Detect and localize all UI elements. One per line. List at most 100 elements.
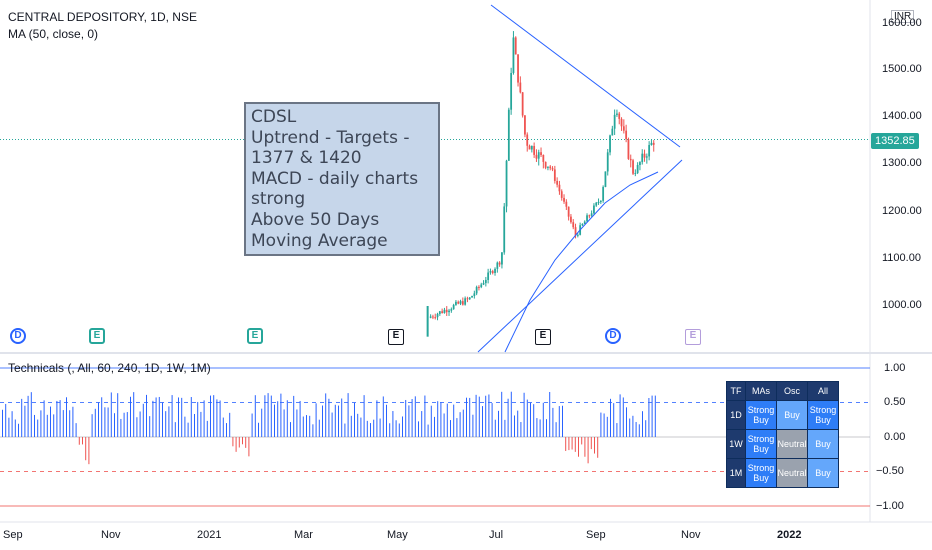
candle-body xyxy=(590,213,593,216)
technicals-bar xyxy=(552,407,554,437)
expiry-event-icon[interactable]: E xyxy=(388,329,404,345)
technicals-bar xyxy=(8,417,10,437)
technicals-bar xyxy=(590,437,592,450)
candle-body xyxy=(471,296,473,298)
technicals-bar xyxy=(398,423,400,437)
technicals-bar xyxy=(277,401,279,437)
technicals-bar xyxy=(642,411,643,437)
technicals-bar xyxy=(613,403,615,437)
technicals-bar xyxy=(107,407,109,437)
technicals-bar xyxy=(123,412,125,437)
technicals-bar xyxy=(149,416,151,437)
candle-body xyxy=(597,202,600,204)
technicals-summary-table: TF MAs Osc All 1D Strong Buy Buy Strong … xyxy=(726,381,839,488)
technicals-bar xyxy=(629,418,631,437)
annotation-note[interactable]: CDSL Uptrend - Targets - 1377 & 1420 MAC… xyxy=(244,102,440,256)
y-tick-label: 1600.00 xyxy=(882,17,922,29)
technicals-bar xyxy=(645,420,647,437)
candle-body xyxy=(533,146,536,155)
candle-body xyxy=(480,284,483,288)
technicals-bar xyxy=(94,408,96,437)
candle-body xyxy=(491,271,494,273)
technicals-bar xyxy=(235,437,237,452)
candle-body xyxy=(526,134,529,146)
candle-body xyxy=(576,234,579,236)
technicals-bar xyxy=(197,401,199,437)
technicals-bar xyxy=(30,392,32,437)
table-cell-osc: Neutral xyxy=(777,430,807,458)
earnings-event-icon[interactable]: E xyxy=(247,328,263,344)
table-header: Osc xyxy=(777,382,807,400)
technicals-bar xyxy=(258,422,259,437)
technicals-indicator-label[interactable]: Technicals (, All, 60, 240, 1D, 1W, 1M) xyxy=(8,361,211,375)
chart-title: CENTRAL DEPOSITORY, 1D, NSE xyxy=(8,10,197,24)
technicals-bar xyxy=(229,412,231,437)
technicals-bar xyxy=(286,400,288,437)
technicals-bar xyxy=(200,411,202,437)
technicals-bar xyxy=(606,416,608,437)
technicals-bar xyxy=(616,423,618,437)
technicals-bar xyxy=(72,406,74,437)
candle-body xyxy=(510,72,513,110)
technicals-bar xyxy=(427,424,429,437)
technicals-bar xyxy=(622,397,624,437)
technicals-bar xyxy=(27,395,29,437)
ma-indicator-label[interactable]: MA (50, close, 0) xyxy=(8,27,99,41)
candle-body xyxy=(606,152,609,172)
technicals-bar xyxy=(488,394,490,437)
technicals-bar xyxy=(245,437,247,448)
note-line: 1377 & 1420 xyxy=(251,148,362,169)
technicals-bar xyxy=(293,395,295,437)
x-tick-label: Nov xyxy=(681,529,701,541)
technicals-bar xyxy=(85,437,87,461)
candle-body xyxy=(611,128,614,136)
technicals-bar xyxy=(581,437,583,445)
technicals-bar xyxy=(562,405,563,437)
candle-body xyxy=(507,109,510,161)
technicals-bar xyxy=(194,413,195,437)
y-tick-label: 0.00 xyxy=(884,431,906,443)
technicals-bar xyxy=(40,410,42,437)
technicals-bar xyxy=(558,406,560,437)
technicals-bar xyxy=(453,404,455,437)
candle-body xyxy=(563,197,565,202)
technicals-bar xyxy=(357,413,359,437)
candle-body xyxy=(622,126,625,131)
technicals-bar xyxy=(405,399,407,437)
technicals-bar xyxy=(168,406,170,437)
technicals-bar xyxy=(418,421,419,437)
technicals-bar xyxy=(638,424,640,437)
candle-body xyxy=(450,309,453,311)
technicals-bars-layer xyxy=(2,391,656,465)
technicals-bar xyxy=(155,397,157,437)
technicals-bar xyxy=(82,437,83,445)
candle-body xyxy=(521,92,524,116)
technicals-bar xyxy=(446,403,448,437)
technicals-bar xyxy=(306,415,307,437)
candle-body xyxy=(468,297,471,300)
technicals-bar xyxy=(338,405,339,437)
table-header: MAs xyxy=(746,382,776,400)
candle-body xyxy=(551,168,554,170)
dividend-event-icon[interactable]: D xyxy=(605,328,621,344)
technicals-bar xyxy=(619,394,621,437)
currency-label: INR xyxy=(891,10,915,23)
expiry-event-icon[interactable]: E xyxy=(535,329,551,345)
earnings-event-icon[interactable]: E xyxy=(89,328,105,344)
technicals-bar xyxy=(459,412,461,437)
technicals-bar xyxy=(475,394,477,437)
expiry-event-icon[interactable]: E xyxy=(685,329,701,345)
technicals-bar xyxy=(267,393,269,437)
y-tick-label: 1200.00 xyxy=(882,205,922,217)
dividend-event-icon[interactable]: D xyxy=(10,328,26,344)
technicals-bar xyxy=(370,423,371,437)
table-cell-all: Buy xyxy=(808,430,838,458)
technicals-bar xyxy=(69,410,71,437)
y-tick-label: 1000.00 xyxy=(882,299,922,311)
technicals-bar xyxy=(78,437,80,445)
technicals-bar xyxy=(232,437,234,447)
technicals-bar xyxy=(514,415,515,437)
technicals-bar xyxy=(402,416,403,437)
table-header: TF xyxy=(727,382,745,400)
technicals-bar xyxy=(587,437,589,464)
